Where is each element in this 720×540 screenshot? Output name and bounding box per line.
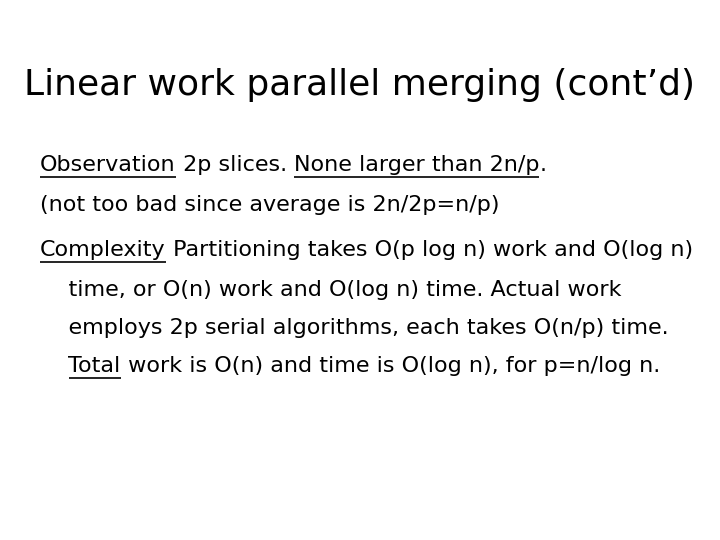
Text: Complexity: Complexity	[40, 240, 166, 260]
Text: Total: Total	[68, 356, 121, 376]
Text: 2p slices.: 2p slices.	[176, 155, 294, 175]
Text: employs 2p serial algorithms, each takes O(n/p) time.: employs 2p serial algorithms, each takes…	[40, 318, 669, 338]
Text: Linear work parallel merging (cont’d): Linear work parallel merging (cont’d)	[24, 68, 696, 102]
Text: Partitioning takes O(p log n) work and O(log n): Partitioning takes O(p log n) work and O…	[166, 240, 693, 260]
Text: time, or O(n) work and O(log n) time. Actual work: time, or O(n) work and O(log n) time. Ac…	[40, 280, 621, 300]
Text: None larger than 2n/p: None larger than 2n/p	[294, 155, 539, 175]
Text: work is O(n) and time is O(log n), for p=n/log n.: work is O(n) and time is O(log n), for p…	[121, 356, 660, 376]
Text: Observation: Observation	[40, 155, 176, 175]
Text: .: .	[539, 155, 546, 175]
Text: (not too bad since average is 2n/2p=n/p): (not too bad since average is 2n/2p=n/p)	[40, 195, 500, 215]
